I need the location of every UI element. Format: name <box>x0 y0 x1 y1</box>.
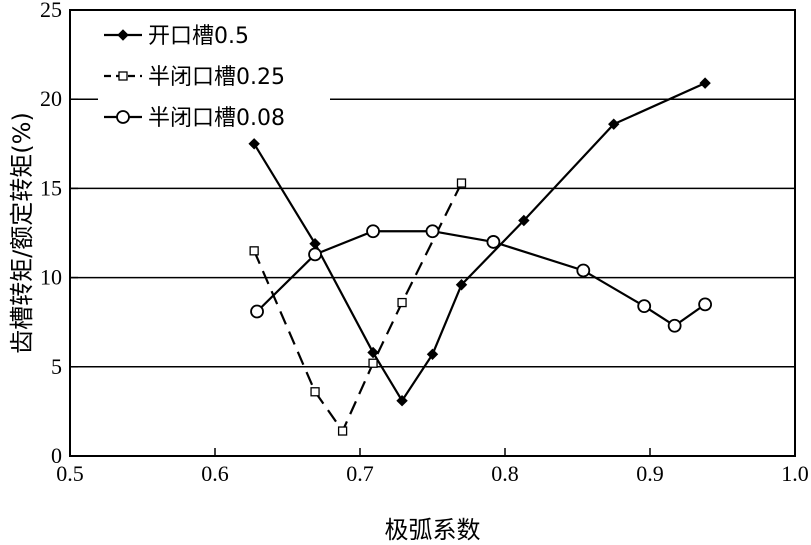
legend-label: 开口槽0.5 <box>148 24 249 49</box>
series-line <box>253 82 706 403</box>
data-point <box>366 224 380 239</box>
x-tick-label: 0.7 <box>346 461 374 486</box>
data-point <box>637 299 652 314</box>
data-point <box>425 224 440 239</box>
legend: 开口槽0.5 半闭口槽0.25 半闭口槽0.08 <box>104 24 285 131</box>
legend-marker <box>117 29 129 41</box>
y-tick-label: 10 <box>40 265 62 290</box>
data-point <box>456 178 467 188</box>
legend-marker <box>118 71 128 81</box>
data-point <box>367 346 379 359</box>
data-point <box>576 263 591 278</box>
legend-background <box>98 14 330 130</box>
legend-label: 半闭口槽0.25 <box>148 65 285 90</box>
legend-marker <box>116 110 130 124</box>
data-point <box>248 138 260 150</box>
plot-frame <box>69 9 796 457</box>
data-point <box>396 394 408 407</box>
x-tick-label: 0.6 <box>201 461 229 486</box>
y-tick-label: 15 <box>40 175 62 200</box>
x-tick-label: 0.5 <box>56 461 84 486</box>
data-point <box>308 247 322 262</box>
data-point <box>486 235 501 249</box>
data-point <box>667 318 682 333</box>
y-axis-title: 齿槽转矩/额定转矩(%) <box>8 112 36 354</box>
series-1 <box>248 77 711 407</box>
series-line <box>253 182 463 434</box>
data-point <box>249 246 259 256</box>
y-tick-label: 25 <box>40 0 62 22</box>
data-point <box>426 348 439 361</box>
series-3 <box>250 224 712 333</box>
x-tick-label: 0.8 <box>491 461 519 486</box>
series-line <box>256 230 706 328</box>
data-point <box>337 426 348 436</box>
y-tick-label: 0 <box>51 443 62 468</box>
data-point <box>309 237 321 250</box>
y-tick-label: 5 <box>51 354 62 379</box>
series-2 <box>249 178 467 436</box>
data-point <box>698 297 712 312</box>
axis-ticks: 0.5 0.6 0.7 0.8 0.9 1.0 0 5 10 15 20 25 <box>40 0 809 486</box>
x-tick-label: 0.9 <box>636 461 664 486</box>
data-point <box>518 214 530 227</box>
legend-label: 半闭口槽0.08 <box>148 106 285 131</box>
data-point <box>608 118 620 130</box>
data-point <box>455 279 468 291</box>
data-point <box>699 77 711 89</box>
data-point <box>397 297 407 308</box>
series-layer <box>248 77 712 436</box>
x-axis-title: 极弧系数 <box>385 516 481 544</box>
y-tick-label: 20 <box>40 86 62 111</box>
data-point <box>250 304 264 319</box>
data-point <box>310 387 320 397</box>
data-point <box>368 358 378 368</box>
x-tick-label: 1.0 <box>781 461 809 486</box>
